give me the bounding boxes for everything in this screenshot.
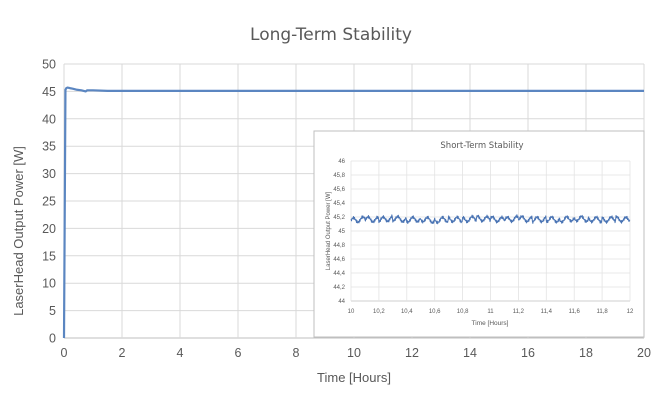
inset-y-tick-label: 44,8 xyxy=(333,243,345,249)
inset-y-tick-label: 46 xyxy=(338,159,345,165)
main-x-tick-label: 6 xyxy=(235,346,242,360)
inset-series-line xyxy=(350,214,631,225)
main-y-tick-labels: 0 5 10 15 20 25 30 35 40 45 50 xyxy=(42,58,56,346)
main-x-tick-label: 12 xyxy=(405,346,419,360)
inset-y-tick-label: 45,4 xyxy=(333,201,345,207)
main-y-tick-label: 10 xyxy=(42,277,56,291)
main-y-tick-label: 5 xyxy=(49,304,56,318)
main-y-axis-label: LaserHead Output Power [W] xyxy=(11,146,26,316)
inset-title: Short-Term Stability xyxy=(440,141,523,151)
inset-x-tick-label: 11,2 xyxy=(513,309,525,315)
inset-x-tick-label: 12 xyxy=(627,309,634,315)
inset-x-tick-label: 11,8 xyxy=(596,309,608,315)
inset-y-tick-label: 45 xyxy=(338,229,345,235)
main-x-tick-label: 2 xyxy=(119,346,126,360)
inset-x-tick-label: 10,2 xyxy=(373,309,385,315)
inset-x-tick-label: 11,6 xyxy=(569,309,581,315)
main-x-tick-label: 18 xyxy=(579,346,593,360)
inset-y-tick-labels: 44 44,2 44,4 44,6 44,8 45 45,2 45,4 45,6 45,8 46 xyxy=(333,159,345,305)
inset-x-tick-label: 11,4 xyxy=(541,309,553,315)
inset-y-tick-label: 44 xyxy=(338,299,345,305)
main-series xyxy=(62,86,644,339)
inset-y-tick-label: 44,2 xyxy=(333,285,345,291)
main-y-tick-label: 50 xyxy=(42,58,56,72)
main-x-tick-label: 10 xyxy=(347,346,361,360)
main-y-tick-label: 30 xyxy=(42,167,56,181)
inset-x-tick-label: 10,6 xyxy=(429,309,441,315)
main-y-tick-label: 25 xyxy=(42,195,56,209)
inset-x-tick-label: 10 xyxy=(348,309,355,315)
inset-chart: Short-Term Stability 4444,244,444,644,84… xyxy=(313,130,645,338)
inset-x-tick-label: 10,4 xyxy=(401,309,413,315)
inset-x-tick-label: 11 xyxy=(487,309,494,315)
inset-y-tick-label: 45,8 xyxy=(333,173,345,179)
main-y-tick-label: 35 xyxy=(42,140,56,154)
inset-y-tick-label: 44,4 xyxy=(333,271,345,277)
main-x-tick-label: 4 xyxy=(177,346,184,360)
main-y-tick-label: 0 xyxy=(49,332,56,346)
inset-y-axis-label: LaserHead Output Power [W] xyxy=(326,191,332,270)
inset-y-tick-label: 45,2 xyxy=(333,215,345,221)
inset-y-tick-label: 45,6 xyxy=(333,187,345,193)
main-y-tick-label: 15 xyxy=(42,249,56,263)
main-series-line xyxy=(62,86,644,339)
inset-series xyxy=(350,214,631,225)
main-x-axis-label: Time [Hours] xyxy=(317,370,391,385)
inset-x-tick-labels: 10 10,2 10,4 10,6 10,8 11 11,2 11,4 11,6 11,8 12 xyxy=(348,309,634,315)
main-x-tick-label: 20 xyxy=(637,346,651,360)
main-y-tick-label: 40 xyxy=(42,112,56,126)
main-x-tick-labels: 0 2 4 6 8 10 12 14 16 18 20 xyxy=(61,346,651,360)
inset-x-tick-label: 10,8 xyxy=(457,309,469,315)
inset-x-axis-label: Time [Hours] xyxy=(472,320,509,327)
main-y-tick-label: 45 xyxy=(42,85,56,99)
main-x-tick-label: 14 xyxy=(463,346,477,360)
main-x-tick-label: 8 xyxy=(293,346,300,360)
inset-frame xyxy=(313,130,645,338)
inset-y-tick-label: 44,6 xyxy=(333,257,345,263)
chart-title: Long-Term Stability xyxy=(250,25,412,45)
main-x-tick-label: 16 xyxy=(521,346,535,360)
main-x-tick-label: 0 xyxy=(61,346,68,360)
main-y-tick-label: 20 xyxy=(42,222,56,236)
